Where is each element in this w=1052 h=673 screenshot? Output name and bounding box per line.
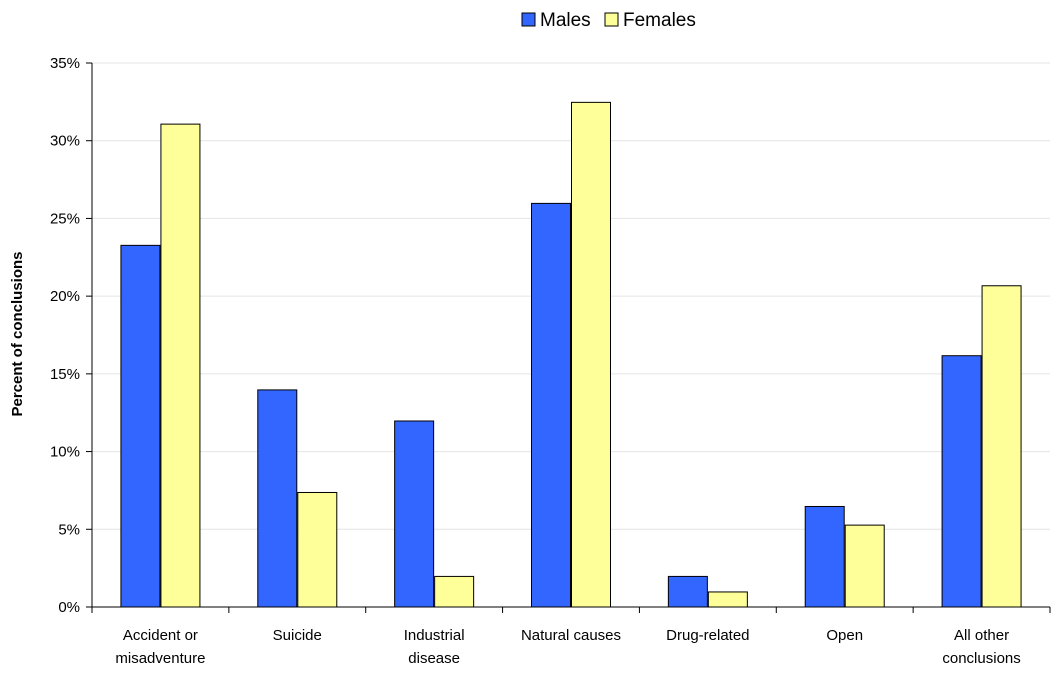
y-tick-label: 25%	[50, 210, 80, 227]
bars	[120, 101, 1022, 608]
bar-females	[571, 101, 611, 608]
bar-females	[297, 491, 338, 608]
legend-label-females: Females	[623, 10, 696, 31]
x-tick-label-line: All other	[954, 627, 1009, 644]
x-tick-label-line: Suicide	[273, 627, 322, 644]
x-tick-label-line: Natural causes	[521, 627, 621, 644]
y-tick-label: 5%	[58, 521, 80, 538]
y-tick-label: 15%	[50, 366, 80, 383]
bar-males	[394, 420, 435, 608]
x-tick-label-line: Drug-related	[666, 627, 749, 644]
y-axis-label: Percent of conclusions	[9, 251, 26, 416]
x-tick-label-line: misadventure	[115, 650, 205, 667]
bar-females	[981, 285, 1022, 608]
y-tick-label: 30%	[50, 133, 80, 150]
bar-females	[434, 575, 475, 608]
bar-males	[257, 389, 298, 608]
x-tick-label: Drug-related	[666, 627, 749, 644]
y-tick-label: 20%	[50, 288, 80, 305]
x-tick-label-line: Accident or	[123, 627, 198, 644]
bar-females	[707, 591, 748, 608]
legend: Males Females	[521, 10, 696, 31]
x-tick-label: Open	[826, 627, 863, 644]
x-tick-label: Natural causes	[521, 627, 621, 644]
y-tick-label: 10%	[50, 444, 80, 461]
axes: 0% 5% 10% 15% 20% 25% 30% 35% Accident or misadve…	[50, 55, 1051, 667]
bar-females	[160, 123, 201, 608]
x-tick-label-line: Open	[826, 627, 863, 644]
legend-label-males: Males	[540, 10, 591, 31]
bar-females	[844, 524, 885, 608]
x-tick-label: Accident or misadventure	[115, 627, 205, 667]
x-tick-label-line: conclusions	[942, 650, 1020, 667]
bar-males	[667, 575, 708, 608]
legend-swatch-males	[521, 12, 536, 27]
bar-males	[941, 355, 982, 608]
bar-males	[804, 505, 845, 608]
bar-males	[531, 202, 571, 608]
y-tick-label: 35%	[50, 55, 80, 72]
x-tick-label-line: Industrial	[404, 627, 465, 644]
x-tick-label: Suicide	[273, 627, 322, 644]
x-tick-label: Industrial disease	[404, 627, 465, 667]
bar-males	[120, 244, 161, 608]
y-tick-label: 0%	[58, 599, 80, 616]
x-tick-label-line: disease	[408, 650, 460, 667]
x-tick-label: All other conclusions	[942, 627, 1020, 667]
legend-swatch-females	[604, 12, 619, 27]
